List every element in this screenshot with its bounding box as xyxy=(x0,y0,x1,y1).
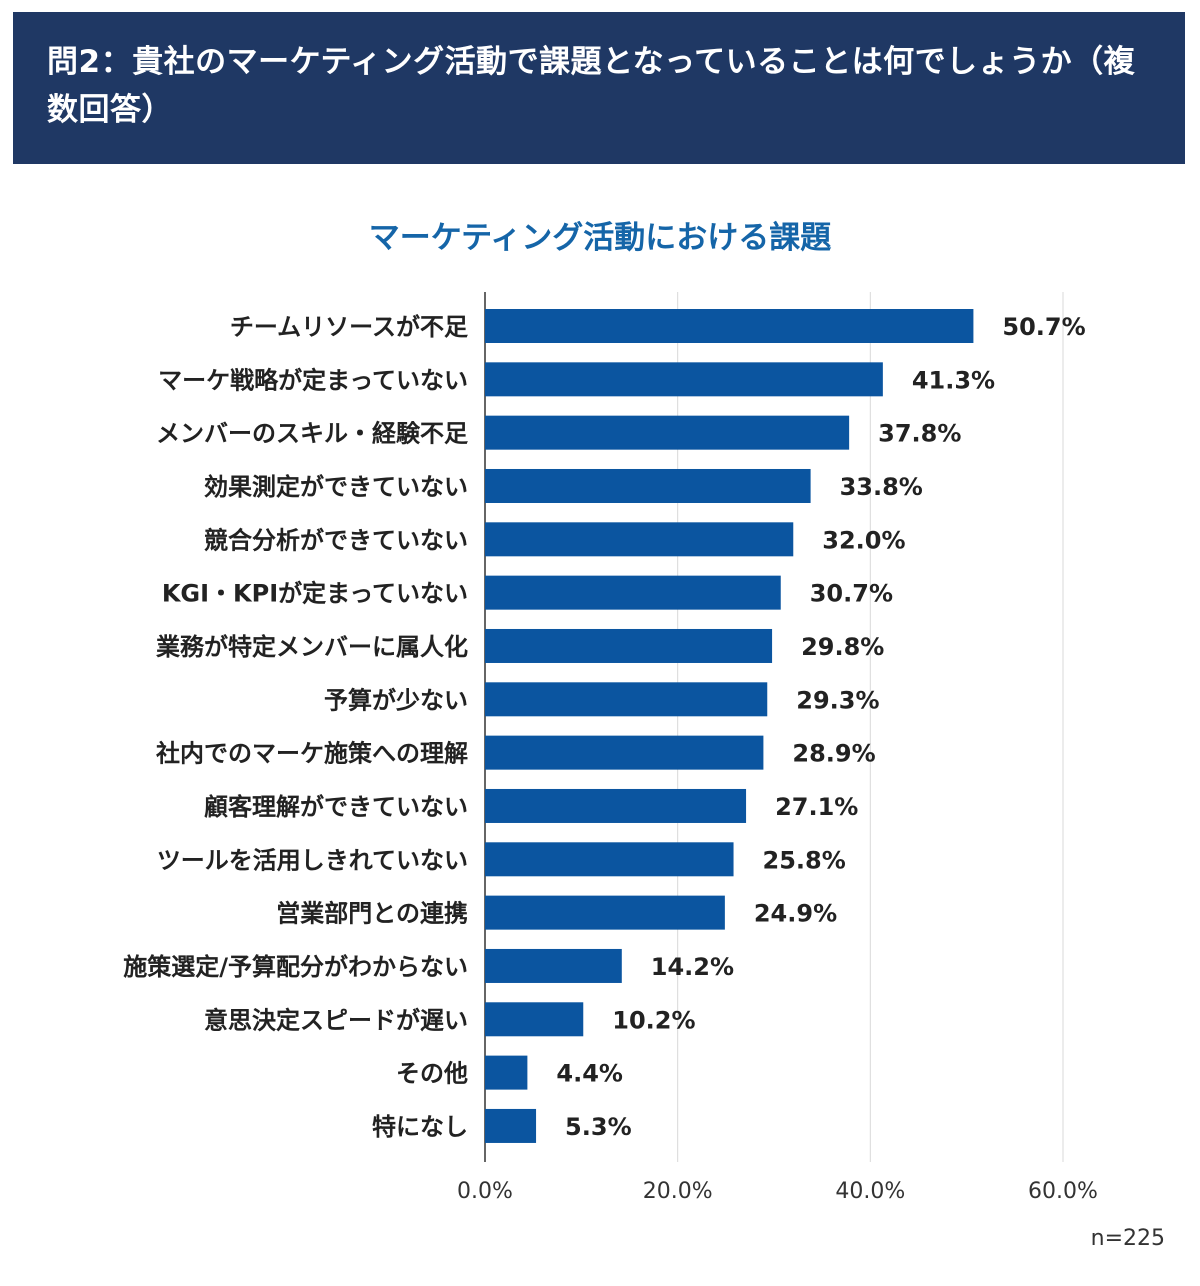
value-label: 5.3% xyxy=(565,1113,632,1141)
bar xyxy=(485,1055,528,1090)
chart-title: マーケティング活動における課題 xyxy=(369,220,832,256)
x-tick-label: 0.0% xyxy=(457,1179,513,1204)
category-label: ツールを活用しきれていない xyxy=(157,846,468,874)
value-label: 25.8% xyxy=(763,846,846,874)
value-label: 28.9% xyxy=(792,740,875,768)
bar xyxy=(485,362,883,397)
category-label: メンバーのスキル・経験不足 xyxy=(156,420,468,448)
x-tick-label: 40.0% xyxy=(835,1179,905,1204)
value-label: 24.9% xyxy=(754,900,837,928)
sample-size-note: n=225 xyxy=(1091,1226,1165,1251)
value-label: 32.0% xyxy=(822,526,905,554)
category-label: 効果測定ができていない xyxy=(204,473,468,501)
category-label: 顧客理解ができていない xyxy=(204,793,468,821)
category-label: 予算が少ない xyxy=(324,686,468,714)
question-title: 問2：貴社のマーケティング活動で課題となっていることは何でしょうか（複数回答） xyxy=(47,44,1136,128)
category-label: 特になし xyxy=(372,1113,468,1141)
bar xyxy=(485,788,747,823)
bar xyxy=(485,895,725,930)
bar xyxy=(485,682,768,717)
bar xyxy=(485,735,764,770)
value-label: 41.3% xyxy=(912,366,995,394)
bar xyxy=(485,1002,584,1037)
bar xyxy=(485,842,734,877)
bar xyxy=(485,309,974,343)
bar xyxy=(485,1108,537,1143)
header-banner: 問2：貴社のマーケティング活動で課題となっていることは何でしょうか（複数回答） xyxy=(13,12,1185,164)
value-label: 29.8% xyxy=(801,633,884,661)
bar xyxy=(485,575,781,610)
bar xyxy=(485,522,794,557)
category-label: 競合分析ができていない xyxy=(204,526,468,554)
category-label: 業務が特定メンバーに属人化 xyxy=(156,633,468,661)
x-tick-label: 60.0% xyxy=(1028,1179,1098,1204)
category-label: チームリソースが不足 xyxy=(230,313,468,341)
value-label: 30.7% xyxy=(810,580,893,608)
value-label: 50.7% xyxy=(1002,313,1085,341)
bar xyxy=(485,468,811,503)
value-label: 14.2% xyxy=(651,953,734,981)
value-label: 33.8% xyxy=(840,473,923,501)
value-label: 29.3% xyxy=(796,686,879,714)
category-label: マーケ戦略が定まっていない xyxy=(158,366,468,394)
bar xyxy=(485,415,850,450)
x-tick-label: 20.0% xyxy=(643,1179,713,1204)
bar xyxy=(485,948,622,983)
value-label: 10.2% xyxy=(612,1006,695,1034)
value-label: 27.1% xyxy=(775,793,858,821)
category-label: 営業部門との連携 xyxy=(276,900,468,928)
category-label: 社内でのマーケ施策への理解 xyxy=(156,740,468,768)
category-label: KGI・KPIが定まっていない xyxy=(162,580,468,608)
bar xyxy=(485,628,773,663)
category-label: 意思決定スピードが遅い xyxy=(204,1006,468,1034)
value-label: 4.4% xyxy=(556,1060,623,1088)
category-label: 施策選定/予算配分がわからない xyxy=(123,953,468,981)
category-label: その他 xyxy=(396,1060,468,1088)
value-label: 37.8% xyxy=(878,420,961,448)
